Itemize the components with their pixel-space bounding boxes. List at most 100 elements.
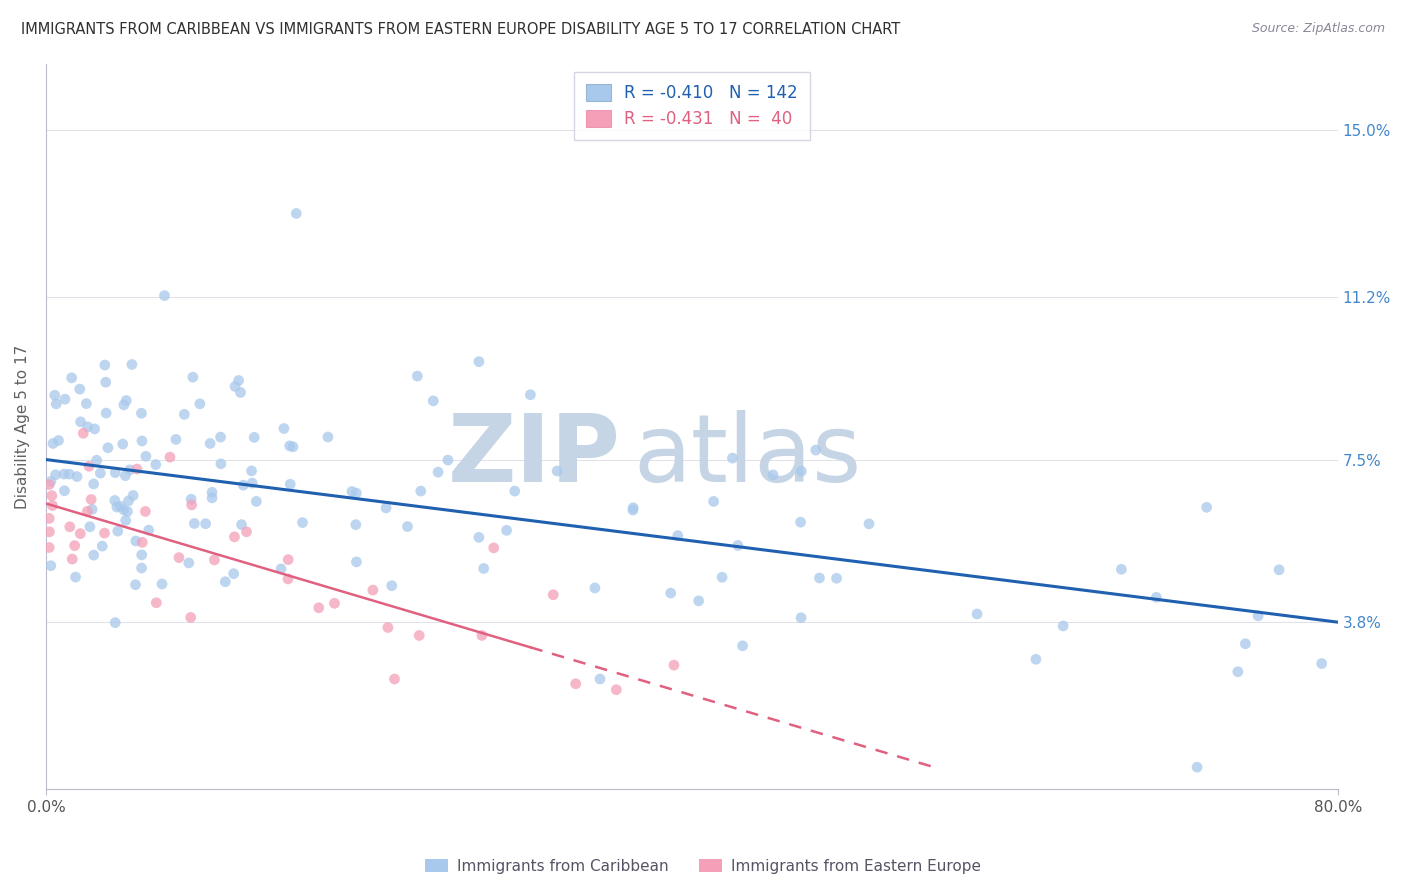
Point: [69, 382, 91, 396]
Point: [48, 434, 70, 448]
Point: [858, 516, 880, 531]
Point: [125, 533, 148, 548]
Point: [503, 484, 526, 499]
Point: [731, 639, 754, 653]
Point: [825, 571, 848, 585]
Point: [83, 548, 105, 562]
Point: [104, 615, 127, 630]
Point: [209, 457, 232, 471]
Point: [1111, 562, 1133, 576]
Point: [198, 436, 221, 450]
Point: [80, 492, 103, 507]
Point: [131, 535, 153, 549]
Point: [583, 581, 606, 595]
Point: [381, 579, 404, 593]
Point: [131, 434, 153, 448]
Point: [177, 556, 200, 570]
Point: [229, 385, 252, 400]
Point: [427, 465, 450, 479]
Point: [437, 453, 460, 467]
Point: [541, 588, 564, 602]
Point: [240, 464, 263, 478]
Point: [145, 458, 167, 472]
Point: [659, 586, 682, 600]
Point: [38, 477, 60, 491]
Point: [125, 462, 148, 476]
Point: [180, 492, 202, 507]
Point: [762, 467, 785, 482]
Point: [122, 488, 145, 502]
Point: [711, 570, 734, 584]
Point: [285, 206, 308, 220]
Point: [346, 555, 368, 569]
Point: [278, 439, 301, 453]
Point: [204, 553, 226, 567]
Point: [323, 596, 346, 610]
Point: [131, 406, 153, 420]
Point: [86, 453, 108, 467]
Point: [662, 658, 685, 673]
Point: [135, 450, 157, 464]
Point: [235, 524, 257, 539]
Text: IMMIGRANTS FROM CARIBBEAN VS IMMIGRANTS FROM EASTERN EUROPE DISABILITY AGE 5 TO : IMMIGRANTS FROM CARIBBEAN VS IMMIGRANTS …: [21, 22, 900, 37]
Point: [114, 468, 136, 483]
Point: [703, 494, 725, 508]
Point: [471, 628, 494, 642]
Point: [727, 538, 749, 552]
Point: [209, 430, 232, 444]
Point: [180, 610, 202, 624]
Point: [396, 519, 419, 533]
Point: [340, 484, 363, 499]
Point: [472, 561, 495, 575]
Point: [688, 594, 710, 608]
Point: [131, 561, 153, 575]
Point: [1268, 563, 1291, 577]
Point: [790, 611, 813, 625]
Point: [270, 562, 292, 576]
Point: [277, 572, 299, 586]
Point: [117, 493, 139, 508]
Point: [422, 393, 444, 408]
Point: [201, 485, 224, 500]
Point: [281, 440, 304, 454]
Point: [173, 408, 195, 422]
Point: [107, 524, 129, 538]
Point: [966, 607, 988, 621]
Point: [75, 396, 97, 410]
Point: [790, 464, 813, 478]
Point: [468, 530, 491, 544]
Point: [41, 489, 63, 503]
Point: [145, 596, 167, 610]
Point: [495, 524, 517, 538]
Point: [1247, 608, 1270, 623]
Point: [1226, 665, 1249, 679]
Point: [409, 484, 432, 499]
Text: atlas: atlas: [634, 409, 862, 501]
Point: [589, 672, 612, 686]
Point: [377, 620, 399, 634]
Point: [69, 526, 91, 541]
Point: [112, 502, 135, 516]
Point: [468, 354, 491, 368]
Point: [180, 498, 202, 512]
Point: [159, 450, 181, 465]
Point: [60, 552, 83, 566]
Point: [228, 374, 250, 388]
Point: [72, 426, 94, 441]
Point: [1234, 637, 1257, 651]
Point: [124, 578, 146, 592]
Text: Source: ZipAtlas.com: Source: ZipAtlas.com: [1251, 22, 1385, 36]
Point: [112, 398, 135, 412]
Point: [153, 288, 176, 302]
Point: [605, 682, 627, 697]
Point: [76, 504, 98, 518]
Point: [94, 358, 117, 372]
Point: [291, 516, 314, 530]
Point: [308, 600, 330, 615]
Point: [231, 517, 253, 532]
Point: [121, 358, 143, 372]
Point: [77, 459, 100, 474]
Point: [114, 513, 136, 527]
Point: [1025, 652, 1047, 666]
Legend: Immigrants from Caribbean, Immigrants from Eastern Europe: Immigrants from Caribbean, Immigrants fr…: [419, 853, 987, 880]
